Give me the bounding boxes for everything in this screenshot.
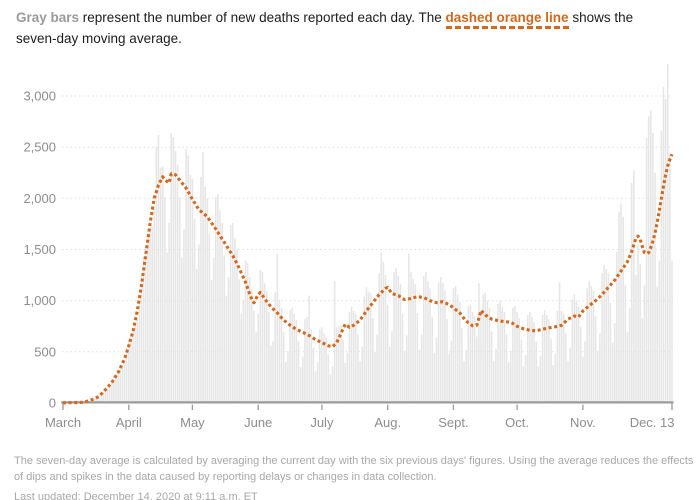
chart-description: Gray bars represent the number of new de… (16, 7, 664, 49)
x-axis-labels: March April May June July Aug. Sept. Oct. Nov. De… (45, 415, 675, 430)
description-segment-1: represent the number of new deaths repor… (79, 10, 446, 25)
y-axis-labels: 0 500 1,000 1,500 2,000 2,500 3,000 (23, 89, 56, 411)
svg-text:0: 0 (49, 396, 56, 411)
svg-text:1,000: 1,000 (23, 293, 56, 308)
dashed-orange-line-label: dashed orange line (445, 10, 569, 29)
svg-text:2,000: 2,000 (23, 191, 56, 206)
svg-text:2,500: 2,500 (23, 140, 56, 155)
x-axis (61, 401, 674, 410)
svg-text:March: March (45, 415, 81, 430)
seven-day-average-line (63, 153, 674, 405)
description-segment-2: shows the seven-day moving average. (16, 10, 634, 46)
gray-bars-label: Gray bars (16, 10, 80, 25)
svg-text:Sept.: Sept. (438, 415, 468, 430)
last-updated: Last updated: December 14, 2020 at 9:11 … (14, 491, 258, 500)
svg-text:Oct.: Oct. (505, 415, 529, 430)
svg-text:July: July (310, 415, 334, 430)
svg-text:April: April (116, 415, 142, 430)
svg-text:3,000: 3,000 (23, 89, 56, 104)
daily-bars (70, 64, 673, 404)
y-gridlines (62, 95, 673, 353)
svg-text:June: June (244, 415, 272, 430)
svg-text:1,500: 1,500 (23, 242, 56, 257)
methodology-note-line1: The seven-day average is calculated by a… (14, 455, 694, 467)
methodology-note: The seven-day average is calculated by a… (14, 454, 700, 485)
methodology-note-line2: of dips and spikes in the data caused by… (14, 470, 437, 483)
svg-text:500: 500 (34, 344, 56, 359)
svg-text:Nov.: Nov. (570, 415, 596, 430)
svg-text:Dec. 13: Dec. 13 (630, 415, 675, 430)
svg-text:Aug.: Aug. (374, 415, 401, 430)
svg-text:May: May (180, 415, 205, 430)
